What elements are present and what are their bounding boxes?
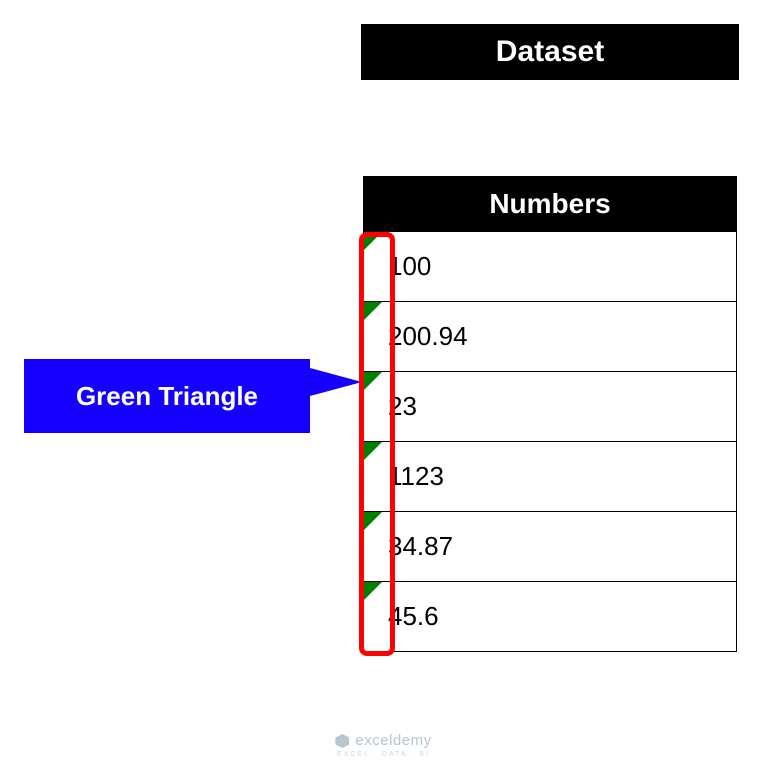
column-header: Numbers [363,176,737,232]
table-row[interactable]: 100 [363,232,737,302]
watermark-text: exceldemy [355,732,431,749]
cell-value: 45.6 [388,601,439,632]
table-row[interactable]: 34.87 [363,512,737,582]
table-row[interactable]: 45.6 [363,582,737,652]
table-row[interactable]: 23 [363,372,737,442]
cell-value: 1123 [388,461,444,492]
table-row[interactable]: 200.94 [363,302,737,372]
watermark: exceldemy EXCEL · DATA · BI [0,732,767,758]
numbers-table: 100 200.94 23 1123 34.87 45.6 [363,232,737,652]
cell-value: 34.87 [388,531,453,562]
dataset-title: Dataset [361,24,739,80]
callout-label: Green Triangle [24,359,310,433]
watermark-icon [335,734,349,748]
table-row[interactable]: 1123 [363,442,737,512]
cell-value: 200.94 [388,321,468,352]
callout-pointer-icon [310,368,362,396]
watermark-subtext: EXCEL · DATA · BI [0,751,767,758]
highlight-box [359,232,395,656]
